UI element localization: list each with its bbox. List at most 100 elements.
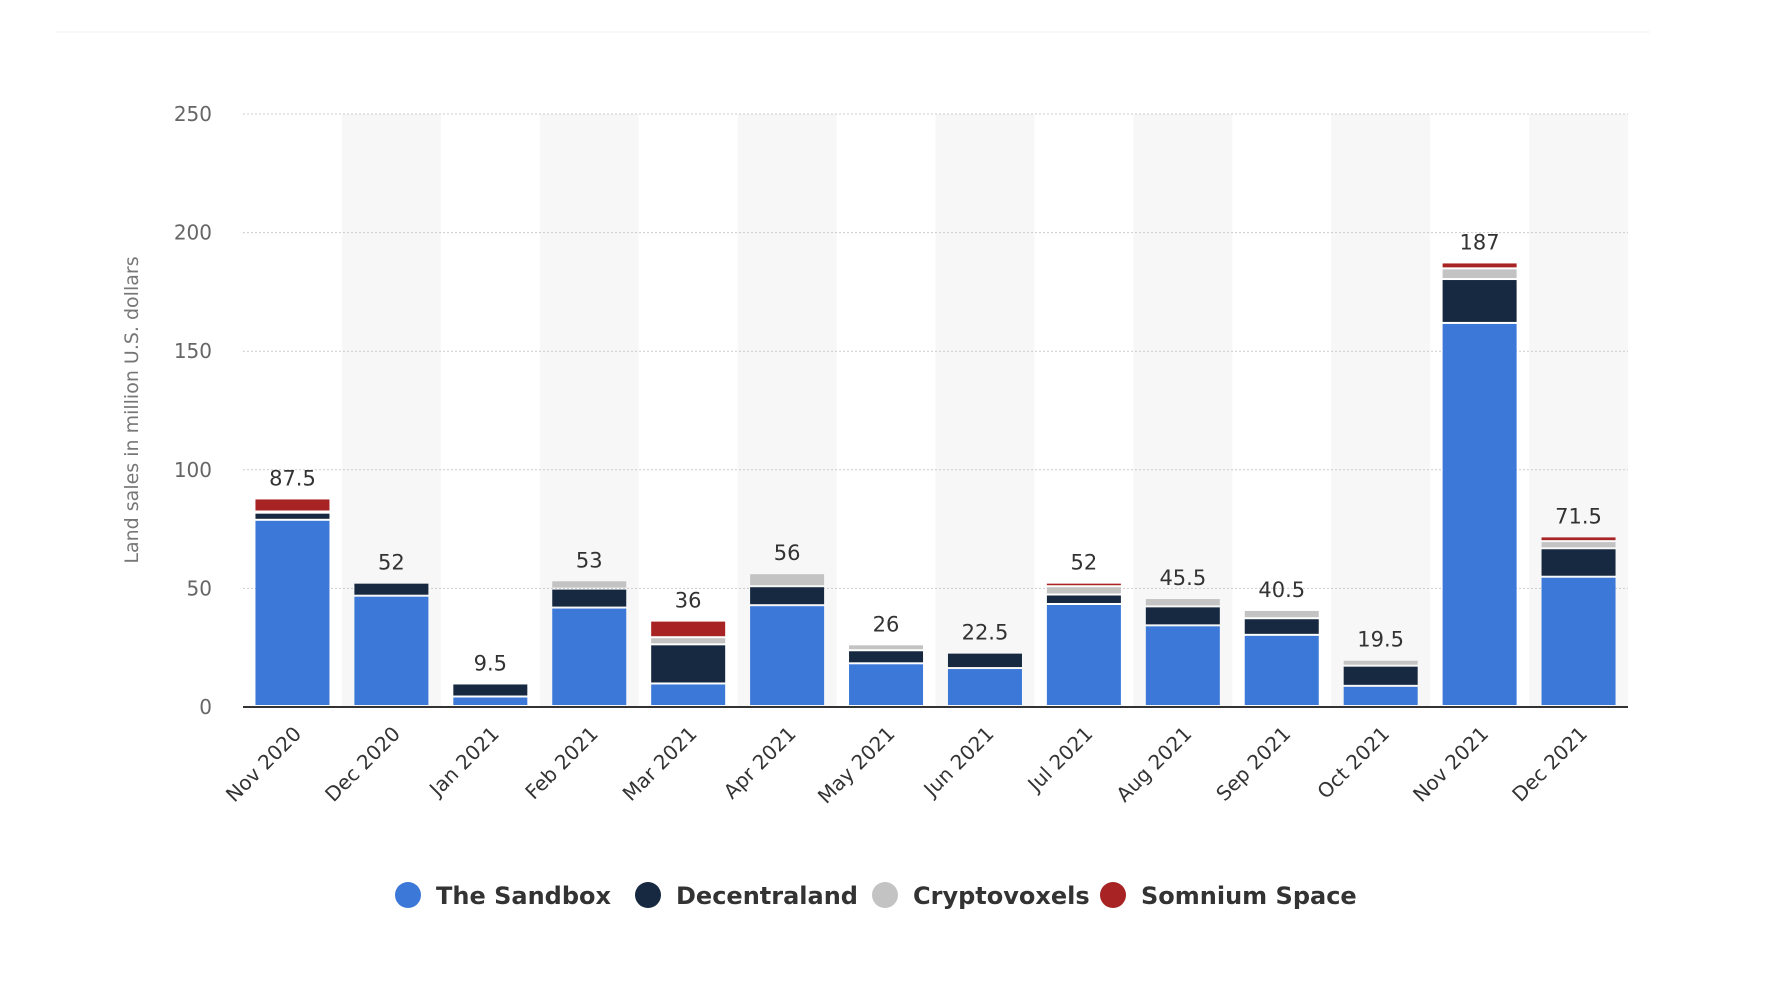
- bar-segment[interactable]: [1442, 269, 1517, 279]
- x-axis-labels: Nov 2020 Dec 2020 Jan 2021 Feb 2021 Mar 2021…: [221, 722, 1592, 809]
- bar-segment[interactable]: [1343, 666, 1418, 685]
- x-tick-label: Dec 2020: [320, 722, 405, 807]
- legend[interactable]: The Sandbox Decentraland Cryptovoxels Somni…: [395, 882, 1357, 910]
- legend-marker: [872, 882, 898, 908]
- legend-marker: [395, 882, 421, 908]
- bar-total-label: 36: [675, 589, 702, 613]
- bar-segment[interactable]: [1244, 619, 1319, 634]
- legend-label: Decentraland: [676, 882, 858, 910]
- bar-segment[interactable]: [552, 589, 627, 607]
- bar-total-label: 56: [774, 541, 801, 565]
- bar-total-label: 26: [873, 612, 900, 636]
- legend-item[interactable]: The Sandbox: [395, 882, 612, 910]
- bar-segment[interactable]: [651, 684, 726, 705]
- x-tick-label: Apr 2021: [719, 722, 801, 804]
- legend-label: Somnium Space: [1141, 882, 1357, 910]
- bar-segment[interactable]: [1046, 587, 1121, 594]
- bar-segment[interactable]: [255, 513, 330, 519]
- bar-segment[interactable]: [1343, 686, 1418, 705]
- bar-segment[interactable]: [651, 645, 726, 683]
- legend-label: The Sandbox: [436, 882, 612, 910]
- x-tick-label: Dec 2021: [1507, 722, 1592, 807]
- legend-item[interactable]: Somnium Space: [1100, 882, 1357, 910]
- bar-total-label: 45.5: [1159, 566, 1206, 590]
- y-tick-label: 50: [187, 576, 212, 600]
- x-tick-label: Jan 2021: [423, 722, 504, 803]
- y-tick-label: 200: [174, 221, 212, 245]
- bar-total-label: 19.5: [1357, 628, 1404, 652]
- y-tick-label: 0: [199, 695, 212, 719]
- bar-total-label: 22.5: [962, 621, 1009, 645]
- y-axis-title: Land sales in million U.S. dollars: [121, 256, 143, 563]
- y-tick-label: 100: [174, 458, 212, 482]
- bar-segment[interactable]: [1343, 660, 1418, 665]
- bar-segment[interactable]: [947, 669, 1022, 705]
- bar-segment[interactable]: [1046, 583, 1121, 586]
- bar-total-label: 187: [1460, 230, 1500, 254]
- bar-total-label: 40.5: [1258, 578, 1305, 602]
- legend-marker: [635, 882, 661, 908]
- legend-marker: [1100, 882, 1126, 908]
- bar-segment[interactable]: [1541, 542, 1616, 548]
- y-axis-ticks: 0 50 100 150 200 250: [174, 102, 212, 719]
- x-tick-label: Jul 2021: [1021, 722, 1097, 798]
- legend-item[interactable]: Cryptovoxels: [872, 882, 1090, 910]
- bar-segment[interactable]: [750, 606, 825, 705]
- x-tick-label: Sep 2021: [1211, 722, 1295, 806]
- bar-segment[interactable]: [651, 621, 726, 637]
- bar-segment[interactable]: [255, 499, 330, 511]
- bar-segment[interactable]: [750, 587, 825, 605]
- bar-segment[interactable]: [354, 583, 429, 595]
- bar-segment[interactable]: [849, 664, 924, 705]
- legend-item[interactable]: Decentraland: [635, 882, 858, 910]
- bar-total-label: 52: [1071, 551, 1098, 575]
- bars[interactable]: [255, 263, 1616, 705]
- bar-segment[interactable]: [849, 651, 924, 663]
- bar-segment[interactable]: [1541, 537, 1616, 541]
- x-tick-label: Nov 2020: [221, 722, 306, 807]
- bar-segment[interactable]: [552, 608, 627, 705]
- column-band: [1331, 114, 1431, 707]
- bar-total-label: 52: [378, 551, 405, 575]
- bar-total-label: 71.5: [1555, 504, 1602, 528]
- column-band: [539, 114, 639, 707]
- bar-total-label: 9.5: [474, 651, 507, 675]
- bar-segment[interactable]: [1145, 599, 1220, 606]
- bar-segment[interactable]: [1244, 610, 1319, 618]
- bar-segment[interactable]: [1046, 605, 1121, 705]
- bar-segment[interactable]: [453, 684, 528, 696]
- bar-segment[interactable]: [1442, 280, 1517, 322]
- x-tick-label: May 2021: [813, 722, 900, 809]
- legend-label: Cryptovoxels: [913, 882, 1090, 910]
- bar-segment[interactable]: [453, 697, 528, 705]
- y-tick-label: 150: [174, 339, 212, 363]
- bar-segment[interactable]: [1541, 577, 1616, 705]
- column-band: [935, 114, 1035, 707]
- bar-segment[interactable]: [947, 653, 1022, 668]
- bar-segment[interactable]: [750, 574, 825, 586]
- gridlines: [243, 113, 1628, 589]
- bar-segment[interactable]: [354, 596, 429, 705]
- bar-segment[interactable]: [651, 638, 726, 644]
- bar-segment[interactable]: [1145, 607, 1220, 625]
- bar-total-label: 53: [576, 548, 603, 572]
- bar-segment[interactable]: [1046, 595, 1121, 604]
- x-tick-label: Aug 2021: [1111, 722, 1196, 807]
- x-tick-label: Feb 2021: [520, 722, 602, 804]
- bar-segment[interactable]: [552, 581, 627, 588]
- bar-segment[interactable]: [849, 645, 924, 650]
- x-tick-label: Jun 2021: [918, 722, 999, 803]
- bar-segment[interactable]: [1244, 635, 1319, 705]
- x-tick-label: Oct 2021: [1312, 722, 1394, 804]
- x-tick-label: Nov 2021: [1408, 722, 1493, 807]
- y-tick-label: 250: [174, 102, 212, 126]
- column-bands: [341, 114, 1628, 707]
- bar-segment[interactable]: [1442, 263, 1517, 268]
- bar-segment[interactable]: [255, 520, 330, 705]
- bar-segment[interactable]: [1541, 549, 1616, 576]
- bar-segment[interactable]: [1442, 323, 1517, 705]
- bar-segment[interactable]: [1145, 626, 1220, 705]
- total-labels: 87.5 52 9.5 53 36 56 26 22.5 52 45.5 40.5 19.5 187 71…: [269, 230, 1602, 675]
- x-tick-label: Mar 2021: [618, 722, 702, 806]
